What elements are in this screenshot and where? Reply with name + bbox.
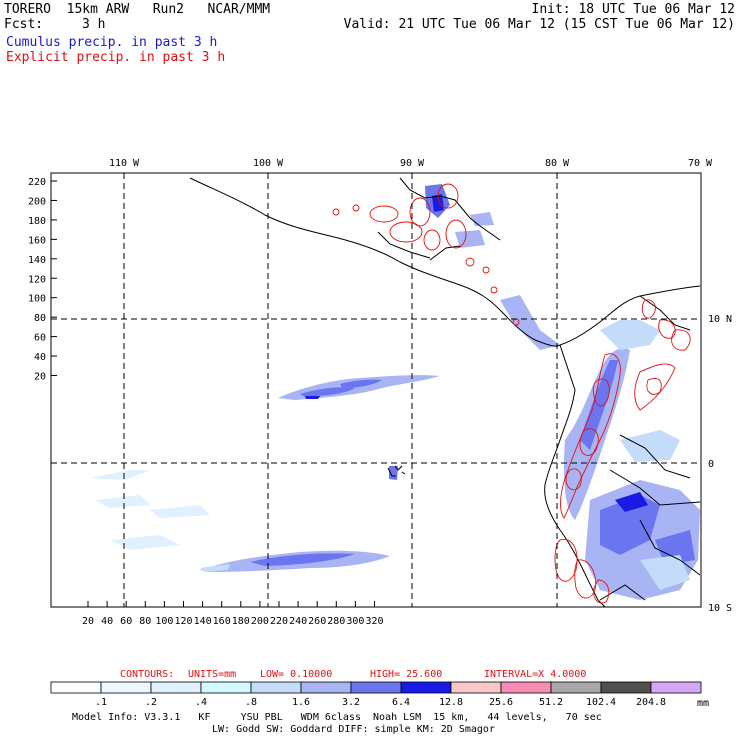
colorbar-label: 204.8: [636, 697, 666, 708]
x-tick-label: 60: [120, 616, 132, 627]
plot-frame: [50, 172, 702, 608]
colorbar-label: 3.2: [342, 697, 360, 708]
x-axis: 20 40 60 80 100 120 140 160 180 200 220 240 260 280 30…: [82, 601, 384, 627]
x-tick-label: 280: [327, 616, 345, 627]
colorbar-label: 102.4: [586, 697, 616, 708]
y-tick-label: 160: [28, 235, 46, 246]
lat-label-10s: 10 S: [708, 603, 732, 614]
y-tick-label: 220: [28, 177, 46, 188]
valid-time: Valid: 21 UTC Tue 06 Mar 12 (15 CST Tue …: [343, 17, 735, 32]
colorbar-swatch: [450, 681, 502, 694]
y-axis: 220 200 180 160 140 120 100 80 60 40 20: [28, 177, 57, 383]
x-tick-label: 220: [270, 616, 288, 627]
x-tick-label: 120: [174, 616, 192, 627]
x-tick-label: 20: [82, 616, 94, 627]
y-tick-label: 140: [28, 255, 46, 266]
cumulus-field-label: Cumulus precip. in past 3 h: [6, 35, 218, 50]
colorbar-swatch: [250, 681, 302, 694]
lat-label-10n: 10 N: [708, 314, 732, 325]
y-tick-label: 80: [34, 313, 46, 324]
contour-high: HIGH= 25.600: [370, 669, 442, 680]
coastlines: [189, 177, 701, 608]
colorbar-unit: mm: [697, 698, 709, 709]
colorbar-label: .8: [245, 697, 257, 708]
colorbar-swatch: [200, 681, 252, 694]
colorbar-swatch: [550, 681, 602, 694]
contour-units: UNITS=mm: [188, 669, 236, 680]
colorbar-swatch: [100, 681, 152, 694]
colorbar-swatch: [600, 681, 652, 694]
y-tick-label: 60: [34, 333, 46, 344]
x-tick-label: 140: [194, 616, 212, 627]
colorbar-label: 25.6: [489, 697, 513, 708]
lon-label-110w: 110 W: [109, 158, 140, 169]
colorbar-label: 12.8: [439, 697, 463, 708]
precip-colorbar: .1 .2 .4 .8 1.6 3.2 6.4 12.8 25.6 51.2 102.4 204.8: [50, 681, 702, 708]
init-time: Init: 18 UTC Tue 06 Mar 12: [531, 2, 736, 17]
y-tick-label: 120: [28, 274, 46, 285]
y-tick-label: 100: [28, 294, 46, 305]
colorbar-label: .1: [95, 697, 107, 708]
colorbar-swatch: [350, 681, 402, 694]
forecast-hours: 3 h: [82, 17, 106, 32]
colorbar-label: .2: [145, 697, 157, 708]
x-tick-label: 40: [101, 616, 113, 627]
colorbar-swatch: [50, 681, 102, 694]
explicit-field-label: Explicit precip. in past 3 h: [6, 50, 226, 65]
model-title: TORERO 15km ARW Run2 NCAR/MMM: [4, 2, 271, 17]
contour-interval: INTERVAL=X 4.0000: [484, 669, 586, 680]
y-tick-label: 200: [28, 196, 46, 207]
colorbar-swatch: [150, 681, 202, 694]
explicit-precip-contours: [332, 183, 691, 604]
forecast-label: Fcst:: [4, 17, 44, 32]
x-tick-label: 240: [289, 616, 307, 627]
model-physics: LW: Godd SW: Goddard DIFF: simple KM: 2D…: [212, 724, 495, 735]
x-tick-label: 80: [139, 616, 151, 627]
model-info: Model Info: V3.3.1 KF YSU PBL WDM 6class…: [72, 712, 602, 723]
colorbar-swatch: [500, 681, 552, 694]
y-tick-label: 20: [34, 372, 46, 383]
x-tick-label: 260: [308, 616, 326, 627]
lat-label-0: 0: [708, 459, 714, 470]
colorbar-label: .4: [195, 697, 207, 708]
colorbar-label: 51.2: [539, 697, 563, 708]
colorbar-swatch: [300, 681, 352, 694]
y-tick-label: 40: [34, 352, 46, 363]
colorbar-label: 1.6: [292, 697, 310, 708]
contour-label: CONTOURS:: [120, 669, 174, 680]
x-tick-label: 300: [346, 616, 364, 627]
x-tick-label: 100: [155, 616, 173, 627]
x-tick-label: 320: [365, 616, 383, 627]
lon-label-70w: 70 W: [688, 158, 713, 169]
colorbar-swatch: [650, 681, 702, 694]
lon-label-90w: 90 W: [400, 158, 425, 169]
lon-label-100w: 100 W: [253, 158, 284, 169]
colorbar-label: 6.4: [392, 697, 410, 708]
x-tick-label: 160: [213, 616, 231, 627]
lat-lon-grid: [51, 173, 701, 607]
x-tick-label: 200: [251, 616, 269, 627]
y-tick-label: 180: [28, 216, 46, 227]
x-tick-label: 180: [232, 616, 250, 627]
colorbar-swatch: [400, 681, 452, 694]
lon-label-80w: 80 W: [545, 158, 570, 169]
contour-low: LOW= 0.10000: [260, 669, 332, 680]
